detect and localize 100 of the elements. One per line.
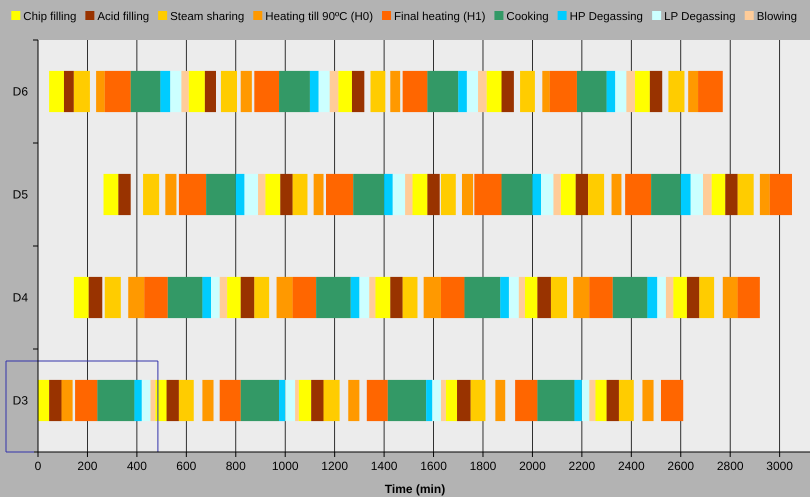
bar [375, 276, 390, 318]
bar [104, 276, 121, 318]
bar [612, 174, 622, 216]
bar [118, 174, 131, 216]
bar [550, 276, 568, 318]
bar [142, 380, 150, 422]
bar [703, 174, 712, 216]
bar [280, 174, 293, 216]
bar [660, 380, 684, 422]
bar [478, 70, 487, 112]
bar [202, 380, 214, 422]
bar [204, 70, 216, 112]
bar [49, 70, 64, 112]
bar [74, 276, 89, 318]
bar [206, 174, 236, 216]
bar [426, 380, 432, 422]
bar [625, 174, 652, 216]
x-tick-label: 2400 [618, 459, 645, 473]
bar [474, 174, 502, 216]
bar [589, 380, 596, 422]
bar [348, 380, 360, 422]
bar [508, 276, 519, 318]
bar [188, 70, 205, 112]
x-tick-label: 1200 [321, 459, 348, 473]
bar [165, 174, 176, 216]
x-tick-label: 400 [126, 459, 148, 473]
bar [738, 174, 754, 216]
bar [606, 70, 616, 112]
bar [440, 380, 446, 422]
bar [369, 276, 376, 318]
bar [64, 70, 74, 112]
bar [265, 174, 280, 216]
bar [326, 174, 354, 216]
bar [258, 174, 266, 216]
legend-label: Blowing [756, 11, 798, 23]
bar [432, 380, 441, 422]
bar [462, 174, 474, 216]
bar [330, 70, 338, 112]
bar [458, 70, 467, 112]
bar [440, 276, 464, 318]
bar [615, 70, 626, 112]
bar [525, 276, 538, 318]
bar [515, 380, 538, 422]
bar [310, 70, 319, 112]
bar [128, 276, 144, 318]
x-tick-label: 2800 [716, 459, 744, 473]
bar [220, 380, 241, 422]
bar [642, 380, 654, 422]
y-tick-label: D3 [12, 394, 28, 408]
bar [651, 174, 681, 216]
bar [457, 380, 471, 422]
bar [279, 380, 286, 422]
x-tick-label: 1600 [420, 459, 448, 473]
x-tick-label: 2200 [568, 459, 596, 473]
bar [440, 174, 456, 216]
bar [202, 276, 212, 318]
bar [220, 70, 238, 112]
legend-label: Heating till 90ºC (H0) [265, 11, 374, 23]
bar [424, 276, 441, 318]
bar [220, 276, 228, 318]
bar [390, 276, 403, 318]
bar [470, 380, 486, 422]
bar [666, 276, 674, 318]
bar [698, 70, 723, 112]
bar [285, 380, 296, 422]
bar [292, 174, 308, 216]
bar [318, 70, 330, 112]
bar [576, 174, 588, 216]
bar [588, 174, 604, 216]
x-tick-label: 2000 [519, 459, 546, 473]
bar [502, 174, 532, 216]
x-tick-label: 600 [176, 459, 197, 473]
bar [574, 380, 582, 422]
bar [657, 276, 666, 318]
bar [75, 380, 98, 422]
bar [104, 70, 131, 112]
legend-label: Final heating (H1) [394, 11, 486, 23]
x-tick-label: 2600 [667, 459, 694, 473]
bar [618, 380, 634, 422]
bar [350, 276, 360, 318]
bar [311, 380, 324, 422]
bar [236, 174, 244, 216]
bar [650, 70, 662, 112]
bar [178, 174, 206, 216]
bar [295, 380, 299, 422]
bar [366, 380, 388, 422]
bar [589, 276, 613, 318]
bar [770, 174, 792, 216]
bar [74, 70, 90, 112]
bar [96, 70, 105, 112]
bar [292, 276, 316, 318]
bar [38, 380, 50, 422]
bar [168, 276, 202, 318]
bar [495, 380, 506, 422]
bar [537, 276, 551, 318]
x-tick-label: 0 [34, 459, 42, 473]
bar [181, 70, 189, 112]
bar [324, 380, 340, 422]
bar [466, 70, 478, 112]
bar [61, 380, 73, 422]
